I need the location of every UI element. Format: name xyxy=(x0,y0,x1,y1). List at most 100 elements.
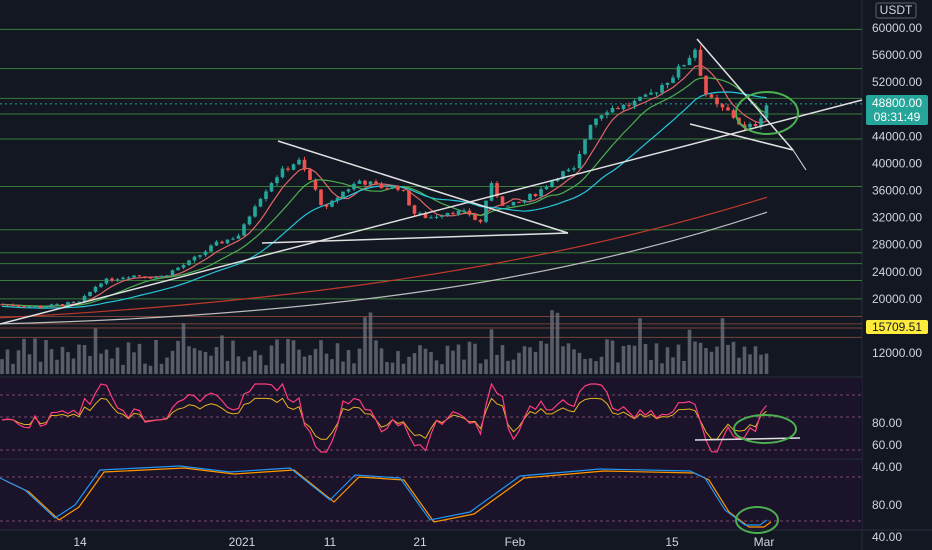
volume-bar xyxy=(214,347,219,374)
candle-body xyxy=(220,241,224,244)
candle-body xyxy=(748,124,752,128)
candle-body xyxy=(462,210,466,212)
volume-bar xyxy=(148,365,153,374)
volume-bar xyxy=(181,323,186,374)
candle-body xyxy=(517,201,521,203)
volume-bar xyxy=(610,340,615,374)
volume-bar xyxy=(352,363,356,374)
volume-bar xyxy=(665,347,670,374)
long-moving-average-line xyxy=(0,196,768,319)
candle-body xyxy=(385,188,389,190)
candle-body xyxy=(143,276,147,278)
candle-body xyxy=(0,304,4,306)
highlight-circle xyxy=(735,506,779,534)
candle-body xyxy=(319,189,323,205)
candle-body xyxy=(44,306,48,308)
candle-body xyxy=(49,304,54,307)
candle-body xyxy=(643,94,648,97)
candle-body xyxy=(539,189,543,197)
candle-body xyxy=(66,302,70,306)
candle-body xyxy=(764,105,769,119)
volume-bar xyxy=(500,345,505,374)
trendline-drawings[interactable] xyxy=(0,38,863,325)
candle-body xyxy=(396,185,400,190)
candle-body xyxy=(170,270,175,276)
candle-body xyxy=(313,179,318,190)
moving-average-line xyxy=(1,91,767,309)
volume-bar xyxy=(104,349,109,374)
candle-body xyxy=(555,178,560,182)
price-tick: 24000.00 xyxy=(872,265,922,279)
currency-badge[interactable] xyxy=(875,2,917,19)
volume-bar xyxy=(291,340,296,374)
volume-bar xyxy=(407,356,411,374)
candle-body xyxy=(456,210,461,214)
volume-bar xyxy=(253,350,257,374)
volume-bar xyxy=(429,352,433,374)
volume-bar xyxy=(236,356,241,374)
price-tick: 12000.00 xyxy=(872,346,922,360)
candle-body xyxy=(588,124,593,140)
candle-body xyxy=(121,277,125,280)
candle-body xyxy=(104,278,109,284)
volume-bar xyxy=(759,354,763,374)
time-label: 14 xyxy=(73,535,87,549)
rsi-tick: 60.00 xyxy=(872,438,902,452)
volume-bar xyxy=(286,338,290,374)
volume-bar xyxy=(220,335,224,374)
candle-body xyxy=(55,304,59,306)
time-label: Mar xyxy=(754,535,775,549)
volume-bar xyxy=(368,312,373,374)
candle-body xyxy=(126,277,131,279)
highlight-circle xyxy=(733,414,797,444)
volume-bar xyxy=(676,344,681,374)
volume-bar xyxy=(143,363,147,374)
candle-body xyxy=(132,275,136,278)
volume-bar xyxy=(192,348,197,374)
volume-bar xyxy=(544,343,549,374)
volume-bar xyxy=(308,355,312,374)
bar-countdown-label: 08:31:49 xyxy=(874,110,921,124)
candle-body xyxy=(368,181,373,185)
time-label: 11 xyxy=(324,535,337,549)
highlight-circle xyxy=(735,91,799,135)
volume-bar xyxy=(682,360,686,374)
volume-bar xyxy=(599,356,604,374)
volume-bar xyxy=(660,363,664,374)
candle-body xyxy=(38,306,43,308)
candle-body xyxy=(110,278,114,281)
volume-bar xyxy=(588,358,593,374)
volume-bar xyxy=(11,363,15,374)
candle-body xyxy=(423,213,428,218)
candle-body xyxy=(709,94,714,98)
candle-body xyxy=(165,275,169,277)
volume-bar xyxy=(258,355,263,374)
candle-body xyxy=(605,112,609,116)
candle-body xyxy=(445,212,450,216)
candle-body xyxy=(742,124,747,128)
volume-bar xyxy=(5,349,10,374)
candle-body xyxy=(324,204,329,207)
candle-body xyxy=(759,118,763,127)
volume-bar xyxy=(594,361,598,374)
wedge-upper-trendline xyxy=(696,38,794,151)
candle-body xyxy=(357,180,362,184)
candle-body xyxy=(753,124,758,127)
price-tick: 36000.00 xyxy=(872,184,922,198)
volume-bar xyxy=(715,346,719,374)
current-price-badge xyxy=(866,95,928,125)
volume-bar xyxy=(159,363,164,374)
volume-bar xyxy=(302,356,307,374)
candle-body xyxy=(22,306,26,308)
candle-body xyxy=(115,279,120,281)
volume-bar xyxy=(445,345,450,374)
candle-body xyxy=(330,200,334,207)
volume-bar xyxy=(550,310,554,374)
volume-bar xyxy=(632,345,637,374)
volume-bar xyxy=(330,359,334,374)
candle-body xyxy=(627,104,631,106)
candle-body xyxy=(16,305,21,307)
volume-bar xyxy=(704,348,708,374)
volume-bar xyxy=(280,363,285,374)
